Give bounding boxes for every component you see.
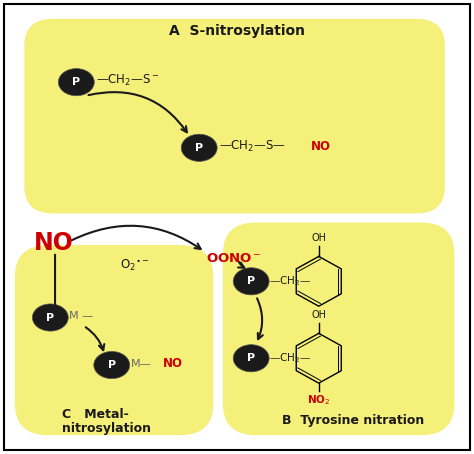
Ellipse shape xyxy=(32,304,68,331)
Text: B  Tyrosine nitration: B Tyrosine nitration xyxy=(282,414,424,427)
Text: M—: M— xyxy=(131,359,151,369)
Text: P: P xyxy=(72,77,81,87)
Text: P: P xyxy=(108,360,116,370)
Text: —CH$_2$—S$^-$: —CH$_2$—S$^-$ xyxy=(96,73,160,89)
Text: NO: NO xyxy=(34,231,73,255)
Ellipse shape xyxy=(233,268,269,295)
Text: OH: OH xyxy=(311,310,326,320)
Text: P: P xyxy=(46,312,55,322)
Text: O$_2$$^{\bullet-}$: O$_2$$^{\bullet-}$ xyxy=(120,258,150,273)
Text: P: P xyxy=(247,276,255,286)
Text: —CH$_2$—S—: —CH$_2$—S— xyxy=(219,139,286,154)
Ellipse shape xyxy=(58,69,94,96)
Text: C   Metal-: C Metal- xyxy=(62,408,129,421)
Ellipse shape xyxy=(94,351,130,379)
Text: nitrosylation: nitrosylation xyxy=(62,422,151,435)
Text: —CH$_2$—: —CH$_2$— xyxy=(269,351,311,365)
Text: NO: NO xyxy=(311,140,331,153)
FancyBboxPatch shape xyxy=(24,19,445,213)
Text: P: P xyxy=(247,353,255,363)
Text: M —: M — xyxy=(69,311,93,321)
Text: OONO$^-$: OONO$^-$ xyxy=(206,252,262,265)
Text: NO: NO xyxy=(163,357,183,370)
FancyBboxPatch shape xyxy=(223,222,455,435)
Text: P: P xyxy=(195,143,203,153)
Ellipse shape xyxy=(233,345,269,372)
Text: OH: OH xyxy=(311,233,326,243)
Text: NO$_2$: NO$_2$ xyxy=(307,394,330,407)
Text: —CH$_2$—: —CH$_2$— xyxy=(269,274,311,288)
FancyBboxPatch shape xyxy=(15,245,213,435)
Text: A  S-nitrosylation: A S-nitrosylation xyxy=(169,24,305,38)
Ellipse shape xyxy=(181,134,217,161)
